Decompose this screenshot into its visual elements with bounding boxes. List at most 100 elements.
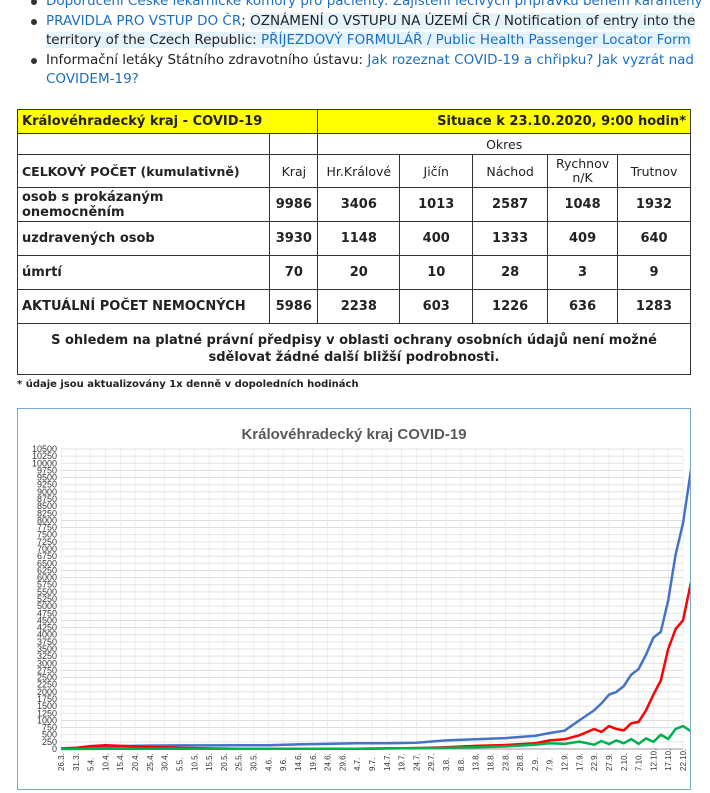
y-tick-label: 0 [52,744,57,754]
okres-row: Okres [16,133,691,155]
x-tick-label: 5.5. [175,758,184,771]
table-cell: 1283 [617,289,691,324]
x-tick-label: 22.10. [679,749,688,771]
table-cell: 3406 [317,187,401,222]
empty-cell [16,133,271,155]
x-tick-label: 22.9. [590,753,599,771]
bullet-item-leaflets: Informační letáky Státního zdravotního ú… [0,51,710,90]
x-tick-label: 20.5. [220,753,229,771]
column-header-row: CELKOVÝ POČET (kumulativně) Kraj Hr.Král… [16,154,691,188]
privacy-note-row: S ohledem na platné právní předpisy v ob… [17,323,691,375]
x-tick-label: 13.8. [472,753,481,771]
empty-cell [269,133,319,155]
y-tick-label: 7500 [37,530,57,540]
y-tick-label: 250 [42,737,57,747]
table-cell: 640 [617,221,691,256]
y-tick-label: 2000 [37,687,57,697]
table-cell: 70 [269,255,319,290]
x-tick-label: 25.4. [146,753,155,771]
y-tick-label: 2750 [37,665,57,675]
y-tick-label: 3250 [37,651,57,661]
y-tick-label: 6750 [37,551,57,561]
table-cell: 1932 [617,187,691,222]
bullet-icon [31,18,37,25]
x-tick-label: 12.9. [561,753,570,771]
y-tick-label: 4250 [37,623,57,633]
y-tick-label: 9500 [37,473,57,483]
update-footnote: * údaje jsou aktualizovány 1x denně v do… [17,379,359,390]
covid-chart: Královéhradecký kraj COVID-19 0 250 500 750 1… [17,408,694,790]
y-tick-label: 3500 [37,644,57,654]
x-tick-label: 9.6. [279,758,288,771]
x-tick-label: 2.10. [620,753,629,771]
table-cell: 9 [617,255,691,290]
x-tick-label: 18.8. [486,753,495,771]
bullet-item-entry-rules: PRAVIDLA PRO VSTUP DO ČR; OZNÁMENÍ O VST… [0,12,710,51]
x-tick-label: 23.8. [501,753,510,771]
series-line-1 [60,577,694,750]
x-tick-label: 20.4. [131,753,140,771]
column-header: Trutnov [617,154,691,188]
column-header: Náchod [472,154,549,188]
x-tick-label: 29.7. [427,753,436,771]
table-title-row: Královéhradecký kraj - COVID-19 Situace … [16,109,691,134]
x-tick-label: 9.7. [368,758,377,771]
y-tick-label: 1750 [37,694,57,704]
x-tick-label: 15.5. [205,753,214,771]
y-tick-label: 9250 [37,480,57,490]
y-tick-label: 7000 [37,544,57,554]
x-tick-label: 30.5. [250,753,259,771]
x-tick-label: 10.5. [190,753,199,771]
x-tick-label: 19.6. [309,753,318,771]
x-tick-label: 17.9. [575,753,584,771]
table-cell: 10 [399,255,474,290]
table-cell: 3930 [269,221,319,256]
row-label: uzdravených osob [16,221,271,256]
x-tick-label: 2.9. [531,758,540,771]
table-cell: 409 [547,221,619,256]
table-cell: 3 [547,255,619,290]
bullet-content-2: Informační letáky Státního zdravotního ú… [46,52,694,88]
bullet-icon [31,57,37,64]
x-tick-label: 3.8. [442,758,451,771]
y-tick-label: 5250 [37,594,57,604]
y-tick-label: 10500 [32,444,57,454]
series-line-2 [60,724,693,751]
y-tick-label: 10250 [32,451,57,461]
privacy-note: S ohledem na platné právní předpisy v ob… [17,323,691,375]
y-tick-label: 1000 [37,715,57,725]
table-cell: 20 [317,255,401,290]
table-cell: 636 [547,289,619,324]
x-tick-label: 7.9. [546,758,555,771]
x-tick-label: 4.7. [353,758,362,771]
x-tick-label: 17.10. [664,749,673,771]
x-tick-label: 4.6. [264,758,273,771]
y-tick-label: 8500 [37,501,57,511]
link-pharmacy-recommendation[interactable]: Doporučení České lékařnické komory pro p… [46,0,703,9]
x-tick-label: 8.8. [457,758,466,771]
y-tick-label: 4000 [37,630,57,640]
info-links-list: Doporučení České lékařnické komory pro p… [0,0,710,90]
table-cell: 1333 [472,221,549,256]
x-tick-label: 24.7. [412,753,421,771]
table-row: uzdravených osob 3930 1148 400 1333 409 … [16,221,691,256]
link-entry-rules[interactable]: PRAVIDLA PRO VSTUP DO ČR [46,12,242,29]
table-row: úmrtí 70 20 10 28 3 9 [16,255,691,290]
y-tick-label: 3000 [37,658,57,668]
table-situation-date: Situace k 23.10.2020, 9:00 hodin* [317,109,691,134]
y-tick-label: 1250 [37,708,57,718]
y-tick-label: 10000 [32,458,57,468]
cumulative-header: CELKOVÝ POČET (kumulativně) [16,154,271,188]
y-tick-label: 2500 [37,673,57,683]
y-tick-label: 5750 [37,580,57,590]
y-tick-label: 4750 [37,608,57,618]
y-tick-label: 8000 [37,515,57,525]
y-tick-label: 8750 [37,494,57,504]
link-covid-vs-flu[interactable]: Jak rozeznat COVID-19 a chřipku? Jak vyz… [46,51,694,88]
x-tick-label: 5.4. [87,758,96,771]
bullet-content-0: Doporučení České lékařnické komory pro p… [46,0,703,9]
row-label: osob s prokázaným onemocněním [16,187,271,222]
x-tick-label: 25.5. [235,753,244,771]
link-passenger-locator-form[interactable]: PŘÍJEZDOVÝ FORMULÁŘ / Public Health Pass… [260,32,691,48]
x-tick-label: 26.3. [57,753,66,771]
